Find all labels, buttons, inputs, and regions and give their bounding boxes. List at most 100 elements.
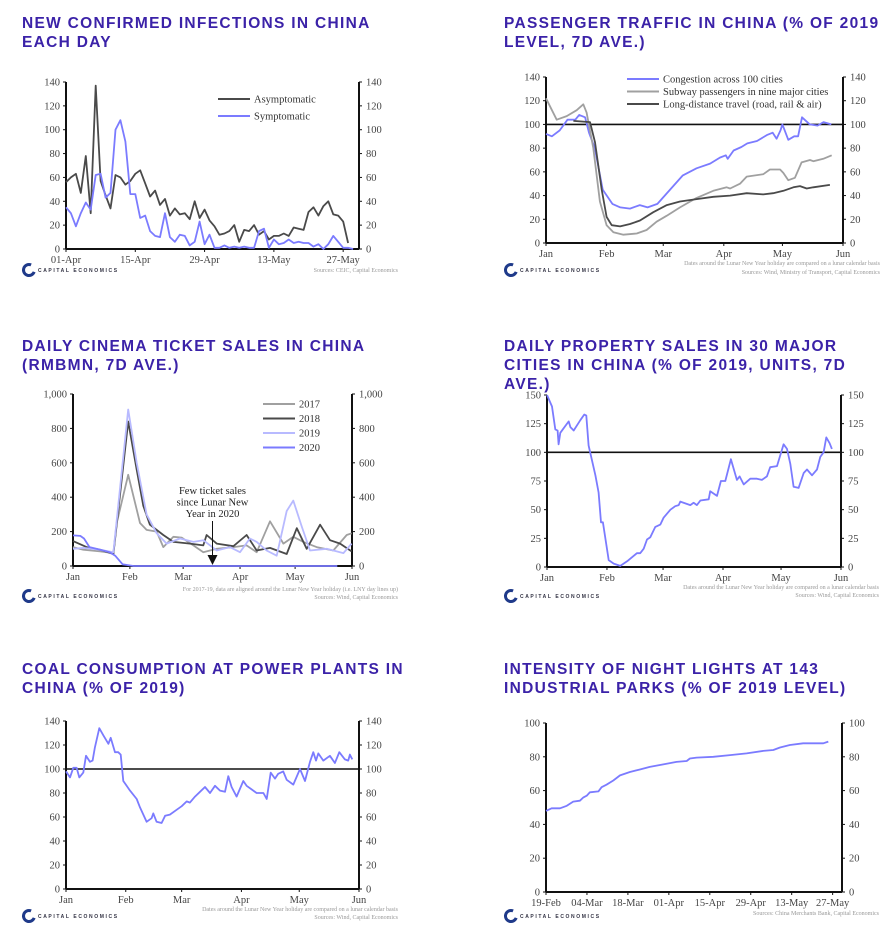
y-tick-label-right: 60	[366, 813, 377, 824]
x-tick-label: Mar	[654, 249, 672, 260]
y-tick-label-right: 120	[850, 96, 866, 107]
y-tick-label-left: 140	[524, 73, 540, 84]
x-tick-label: May	[771, 573, 791, 584]
legend-label: Symptomatic	[254, 112, 310, 123]
y-tick-label-right: 120	[366, 101, 382, 112]
y-tick-label-right: 75	[848, 477, 859, 488]
y-tick-label-right: 140	[850, 73, 866, 84]
source-note: Sources: Wind, Ministry of Transport, Ca…	[742, 269, 881, 276]
y-tick-label-right: 140	[366, 717, 382, 728]
y-tick-label-right: 80	[849, 752, 860, 763]
x-tick-label: Feb	[122, 572, 138, 583]
capital-economics-logo-text: CAPITAL ECONOMICS	[38, 268, 119, 274]
x-tick-label: Apr	[716, 249, 733, 260]
y-tick-label-left: 1,000	[43, 390, 67, 401]
x-tick-label: Apr	[233, 895, 250, 906]
y-tick-label-right: 0	[366, 885, 371, 896]
series-line-coal-consumption	[65, 727, 354, 824]
x-tick-label: 04-Mar	[571, 898, 603, 909]
y-tick-label-right: 0	[850, 239, 855, 250]
y-tick-label-left: 75	[531, 477, 542, 488]
y-tick-label-left: 80	[50, 149, 61, 160]
source-note: Sources: China Merchants Bank, Capital E…	[753, 911, 880, 917]
source-note: For 2017-19, data are aligned around the…	[183, 586, 398, 593]
y-tick-label-left: 150	[525, 391, 541, 402]
y-tick-label-right: 100	[849, 719, 865, 730]
y-tick-label-right: 20	[850, 215, 861, 226]
source-note: Dates around the Lunar New Year holiday …	[684, 261, 881, 267]
series-line-2020	[72, 534, 338, 567]
y-tick-label-right: 80	[366, 789, 377, 800]
y-tick-label-left: 60	[50, 813, 61, 824]
chart-3: 0 0 25 25 50 50 75 75 100 100 125 125 150 150 Jan Feb Ma…	[504, 391, 880, 603]
x-tick-label: Jun	[352, 895, 367, 906]
chart-title-passenger-traffic: PASSENGER TRAFFIC IN CHINA (% OF 2019 LE…	[504, 15, 880, 51]
x-tick-label: Jun	[834, 573, 849, 584]
capital-economics-logo-text: CAPITAL ECONOMICS	[520, 268, 601, 274]
y-tick-label-left: 50	[531, 505, 542, 516]
y-tick-label-right: 50	[848, 505, 859, 516]
legend-label: 2017	[299, 400, 320, 411]
y-tick-label-left: 120	[524, 96, 540, 107]
x-tick-label: 15-Apr	[695, 898, 726, 909]
chart-title-cinema: DAILY CINEMA TICKET SALES IN CHINA (RMBM…	[22, 338, 365, 374]
y-tick-label-right: 0	[848, 563, 853, 574]
y-tick-label-left: 100	[44, 765, 60, 776]
y-tick-label-left: 20	[530, 854, 541, 865]
y-tick-label-right: 20	[849, 854, 860, 865]
y-tick-label-left: 125	[525, 419, 541, 430]
series-line-property-sales	[546, 394, 833, 567]
capital-economics-logo-icon	[22, 909, 36, 923]
legend-label: 2018	[299, 414, 320, 425]
annotation-text: since Lunar New	[177, 498, 249, 509]
capital-economics-logo-icon	[504, 589, 518, 603]
legend-label: 2019	[299, 429, 320, 440]
legend-label: Congestion across 100 cities	[663, 75, 783, 86]
y-tick-label-left: 60	[530, 786, 541, 797]
chart-2: 0 0 200 200 400 400 600 600 800 800 1,000 1,000 Jan F…	[22, 390, 399, 603]
y-tick-label-right: 0	[359, 562, 364, 573]
chart-0: 0 0 20 20 40 40 60 60 80 80 100 100 120 120 140 140 01-A…	[22, 78, 399, 277]
y-tick-label-left: 25	[531, 534, 542, 545]
x-tick-label: Apr	[715, 573, 732, 584]
y-tick-label-right: 400	[359, 493, 375, 504]
y-tick-label-left: 60	[530, 167, 541, 178]
x-tick-label: 19-Feb	[531, 898, 561, 909]
x-tick-label: 18-Mar	[612, 898, 644, 909]
y-tick-label-left: 100	[525, 448, 541, 459]
y-tick-label-right: 140	[366, 78, 382, 89]
y-tick-label-right: 0	[849, 888, 854, 899]
chart-5: 0 0 20 20 40 40 60 60 80 80 100 100 19-Feb 04-Mar 18-M…	[504, 719, 880, 923]
y-tick-label-right: 40	[850, 191, 861, 202]
capital-economics-logo-text: CAPITAL ECONOMICS	[38, 914, 119, 920]
source-note: Sources: Wind, Capital Economics	[314, 595, 398, 601]
y-tick-label-right: 100	[848, 448, 864, 459]
chart-title-infections: NEW CONFIRMED INFECTIONS IN CHINA EACH D…	[22, 15, 371, 51]
x-tick-label: Jan	[59, 895, 74, 906]
series-line-night-lights	[545, 740, 829, 812]
y-tick-label-right: 60	[850, 167, 861, 178]
chart-title-coal: COAL CONSUMPTION AT POWER PLANTS IN CHIN…	[22, 661, 404, 697]
x-tick-label: Mar	[654, 573, 672, 584]
capital-economics-logo-icon	[22, 589, 36, 603]
y-tick-label-left: 140	[44, 78, 60, 89]
source-note: Dates around the Lunar New Year holiday …	[202, 907, 399, 913]
y-tick-label-right: 1,000	[359, 390, 383, 401]
x-tick-label: 29-Apr	[736, 898, 767, 909]
y-tick-label-left: 80	[530, 752, 541, 763]
chart-title-property: DAILY PROPERTY SALES IN 30 MAJOR CITIES …	[504, 338, 847, 393]
y-tick-label-right: 20	[366, 221, 377, 232]
x-tick-label: 27-May	[816, 898, 850, 909]
x-tick-label: 13-May	[775, 898, 809, 909]
annotation-text: Few ticket sales	[179, 486, 246, 497]
annotation-text: Year in 2020	[186, 509, 240, 520]
x-tick-label: 27-May	[327, 255, 361, 266]
series-line-subway-passengers-in-nine-major-cities	[545, 97, 833, 236]
series-line-long-distance-travel-road-rail-air-	[573, 120, 831, 228]
x-tick-label: Apr	[232, 572, 249, 583]
y-tick-label-right: 60	[849, 786, 860, 797]
x-tick-label: May	[290, 895, 310, 906]
x-tick-label: Jun	[836, 249, 851, 260]
x-tick-label: May	[773, 249, 793, 260]
